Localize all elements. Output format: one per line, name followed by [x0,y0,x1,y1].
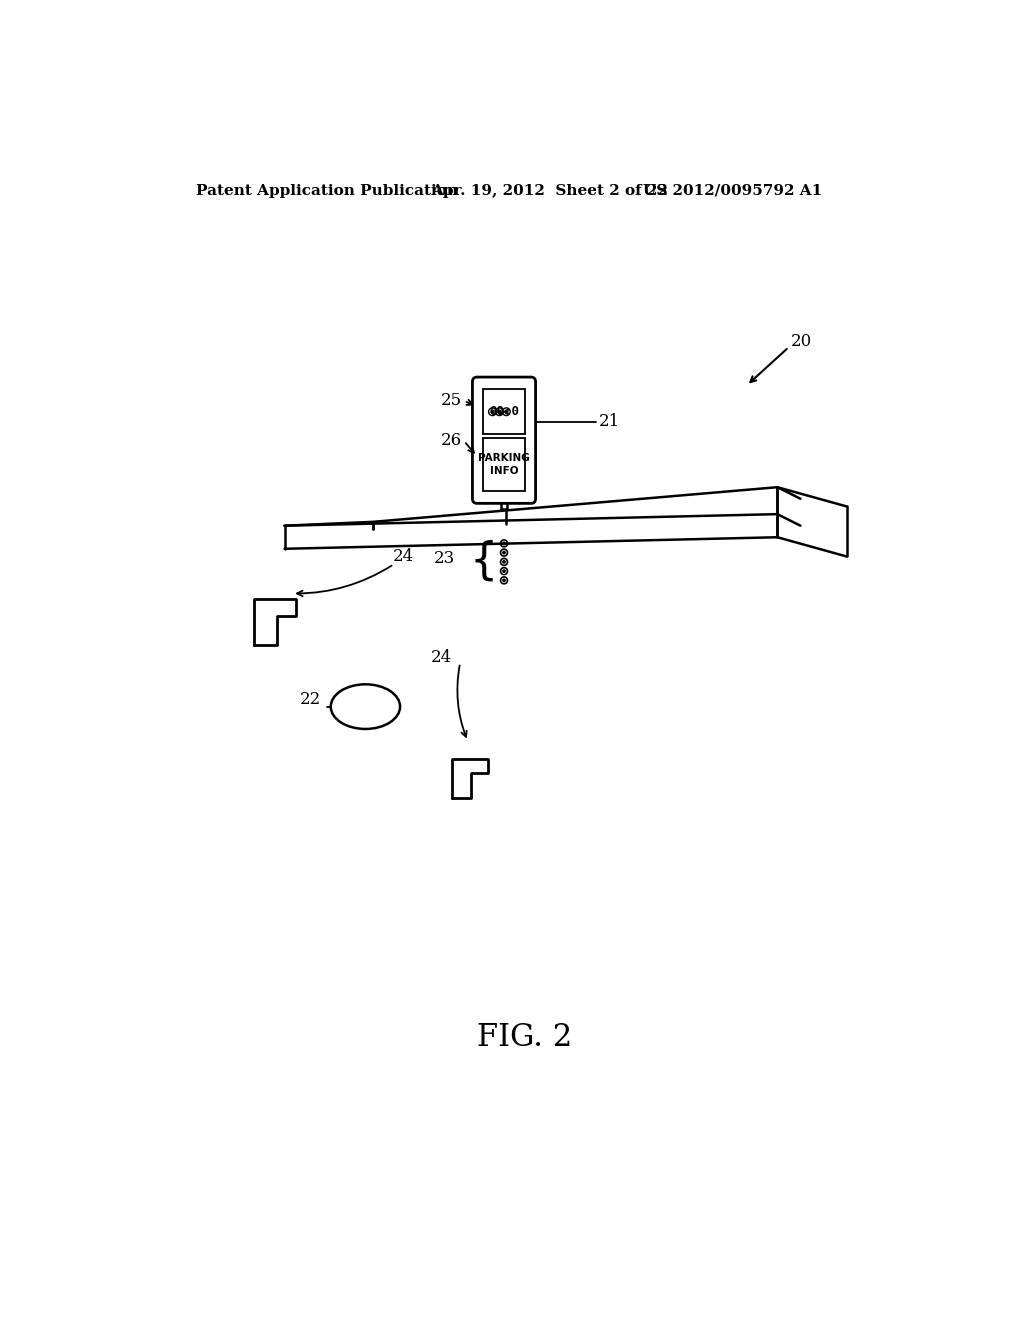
Text: PARKING: PARKING [478,453,529,463]
Text: 24: 24 [392,548,414,565]
Circle shape [503,561,505,564]
Text: 25: 25 [440,392,462,409]
Circle shape [490,411,494,413]
Circle shape [503,543,505,545]
Circle shape [503,552,505,554]
Circle shape [505,411,508,413]
Text: US 2012/0095792 A1: US 2012/0095792 A1 [643,183,822,198]
Text: 20: 20 [792,333,812,350]
Text: 21: 21 [599,413,620,430]
Circle shape [503,570,505,573]
Text: 00:0: 00:0 [489,405,519,418]
Text: Patent Application Publication: Patent Application Publication [196,183,458,198]
Text: FIG. 2: FIG. 2 [477,1022,572,1053]
FancyBboxPatch shape [472,378,536,503]
Text: 24: 24 [431,649,453,665]
Text: {: { [469,540,498,582]
Circle shape [498,411,501,413]
Bar [483,438,525,491]
Text: INFO: INFO [489,466,518,475]
Bar [483,389,525,434]
Ellipse shape [331,684,400,729]
Circle shape [503,579,505,582]
Text: Apr. 19, 2012  Sheet 2 of 22: Apr. 19, 2012 Sheet 2 of 22 [431,183,668,198]
Text: 22: 22 [300,692,322,709]
Text: 26: 26 [440,433,462,450]
Text: 23: 23 [434,550,456,568]
